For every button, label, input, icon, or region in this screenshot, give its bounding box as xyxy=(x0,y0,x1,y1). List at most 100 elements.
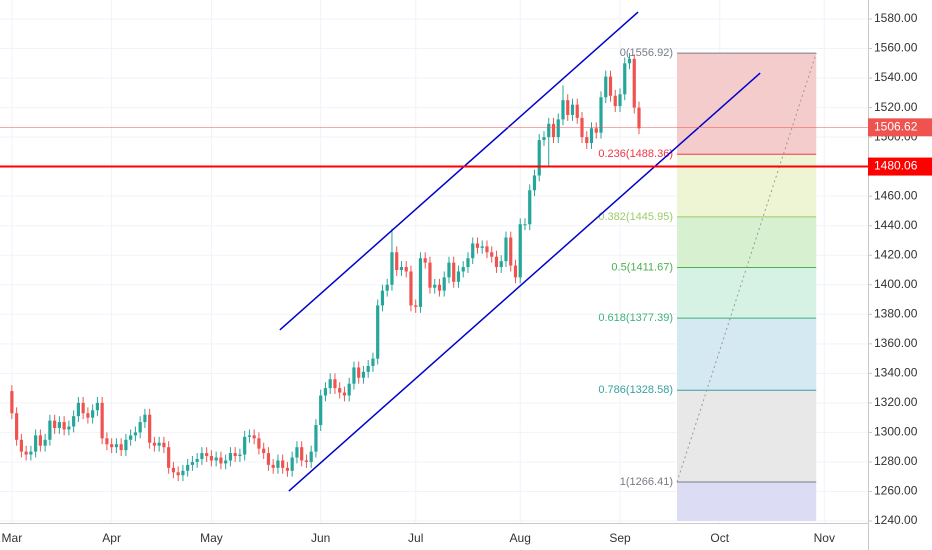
y-tick-label: 1400.00 xyxy=(874,277,918,291)
y-tick-label: 1420.00 xyxy=(874,247,918,261)
candle-body xyxy=(124,439,128,451)
channel-line xyxy=(279,11,639,331)
candle-body xyxy=(10,391,14,414)
candle-body xyxy=(528,190,532,225)
candle-body xyxy=(152,442,157,446)
candle-body xyxy=(376,305,380,359)
price-label: 1506.62 xyxy=(874,120,918,134)
candle-body xyxy=(518,224,522,278)
y-tick-label: 1440.00 xyxy=(874,218,918,232)
candle-body xyxy=(91,410,95,418)
candle-body xyxy=(138,422,142,433)
candle-body xyxy=(290,457,294,471)
candle-body xyxy=(176,472,180,476)
candle-body xyxy=(437,284,442,291)
candle-body xyxy=(328,379,332,389)
candle-body xyxy=(333,379,337,389)
candle-body xyxy=(556,119,560,138)
candle-body xyxy=(219,457,223,464)
fib-trend-line xyxy=(676,52,817,483)
candles xyxy=(10,52,641,482)
x-tick-label: Mar xyxy=(2,531,23,545)
candle-body xyxy=(53,420,57,428)
candle-body xyxy=(494,256,499,268)
x-tick-label: Aug xyxy=(510,531,531,545)
candle-body xyxy=(209,456,214,461)
fib-label: 0(1556.92) xyxy=(620,47,673,59)
candle-body xyxy=(200,453,204,459)
x-tick-label: Jun xyxy=(311,531,330,545)
candle-body xyxy=(300,447,304,461)
candle-body xyxy=(304,460,309,462)
candle-body xyxy=(385,284,389,291)
candle-body xyxy=(62,422,66,430)
candle-body xyxy=(171,467,176,473)
price-label: 1480.06 xyxy=(874,159,918,173)
candle-body xyxy=(433,284,437,288)
x-tick-label: May xyxy=(200,531,223,545)
candle-body xyxy=(542,137,546,141)
x-tick-label: Nov xyxy=(814,531,835,545)
candle-body xyxy=(262,448,266,454)
candle-body xyxy=(551,123,556,138)
candle-body xyxy=(504,237,508,262)
candle-body xyxy=(76,402,80,417)
candle-body xyxy=(395,252,399,270)
fib-label: 0.5(1411.67) xyxy=(611,261,673,273)
fib-band xyxy=(677,53,817,155)
candle-body xyxy=(461,267,465,272)
candle-body xyxy=(148,414,152,443)
candle-body xyxy=(266,453,271,465)
candle-body xyxy=(57,422,61,428)
candle-body xyxy=(599,97,603,133)
candle-body xyxy=(604,76,608,98)
axes: 1240.00 1260.00 1280.00 1300.00 1320.00 1340.… xyxy=(2,11,932,545)
candle-body xyxy=(228,453,233,461)
candle-body xyxy=(589,128,594,144)
y-tick-label: 1280.00 xyxy=(874,454,918,468)
candle-body xyxy=(167,447,171,468)
x-tick-label: Sep xyxy=(609,531,631,545)
candle-body xyxy=(309,451,313,462)
candle-body xyxy=(295,447,299,458)
candle-body xyxy=(585,137,589,144)
candle-body xyxy=(442,277,446,291)
fib-label: 0.618(1377.39) xyxy=(598,312,673,324)
candle-body xyxy=(594,128,598,133)
candle-body xyxy=(471,243,475,259)
candle-body xyxy=(475,243,480,248)
candle-body xyxy=(409,271,413,306)
fib-band xyxy=(677,154,817,217)
candle-body xyxy=(342,392,347,396)
fib-label: 0.236(1488.36) xyxy=(598,148,673,160)
candle-body xyxy=(195,458,199,462)
y-tick-label: 1320.00 xyxy=(874,395,918,409)
candle-body xyxy=(285,467,290,471)
candle-body xyxy=(276,460,280,468)
y-tick-label: 1560.00 xyxy=(874,41,918,55)
candle-body xyxy=(186,464,190,471)
candle-body xyxy=(314,425,318,452)
y-tick-label: 1260.00 xyxy=(874,484,918,498)
candle-body xyxy=(623,63,627,95)
candle-body xyxy=(347,383,351,396)
candle-body xyxy=(257,438,261,449)
candle-body xyxy=(243,436,247,455)
y-tick-label: 1300.00 xyxy=(874,425,918,439)
y-tick-label: 1380.00 xyxy=(874,306,918,320)
candle-body xyxy=(547,123,551,138)
candle-body xyxy=(238,454,242,457)
candle-body xyxy=(162,442,166,448)
candle-body xyxy=(323,388,328,396)
candle-body xyxy=(34,435,38,452)
candle-body xyxy=(447,262,451,278)
candle-body xyxy=(452,262,456,282)
candle-body xyxy=(205,453,209,457)
fib-band xyxy=(677,318,817,391)
candle-body xyxy=(418,258,423,307)
candle-body xyxy=(399,267,404,270)
candle-body xyxy=(38,435,42,446)
candle-body xyxy=(404,267,408,272)
candle-body xyxy=(513,265,518,278)
